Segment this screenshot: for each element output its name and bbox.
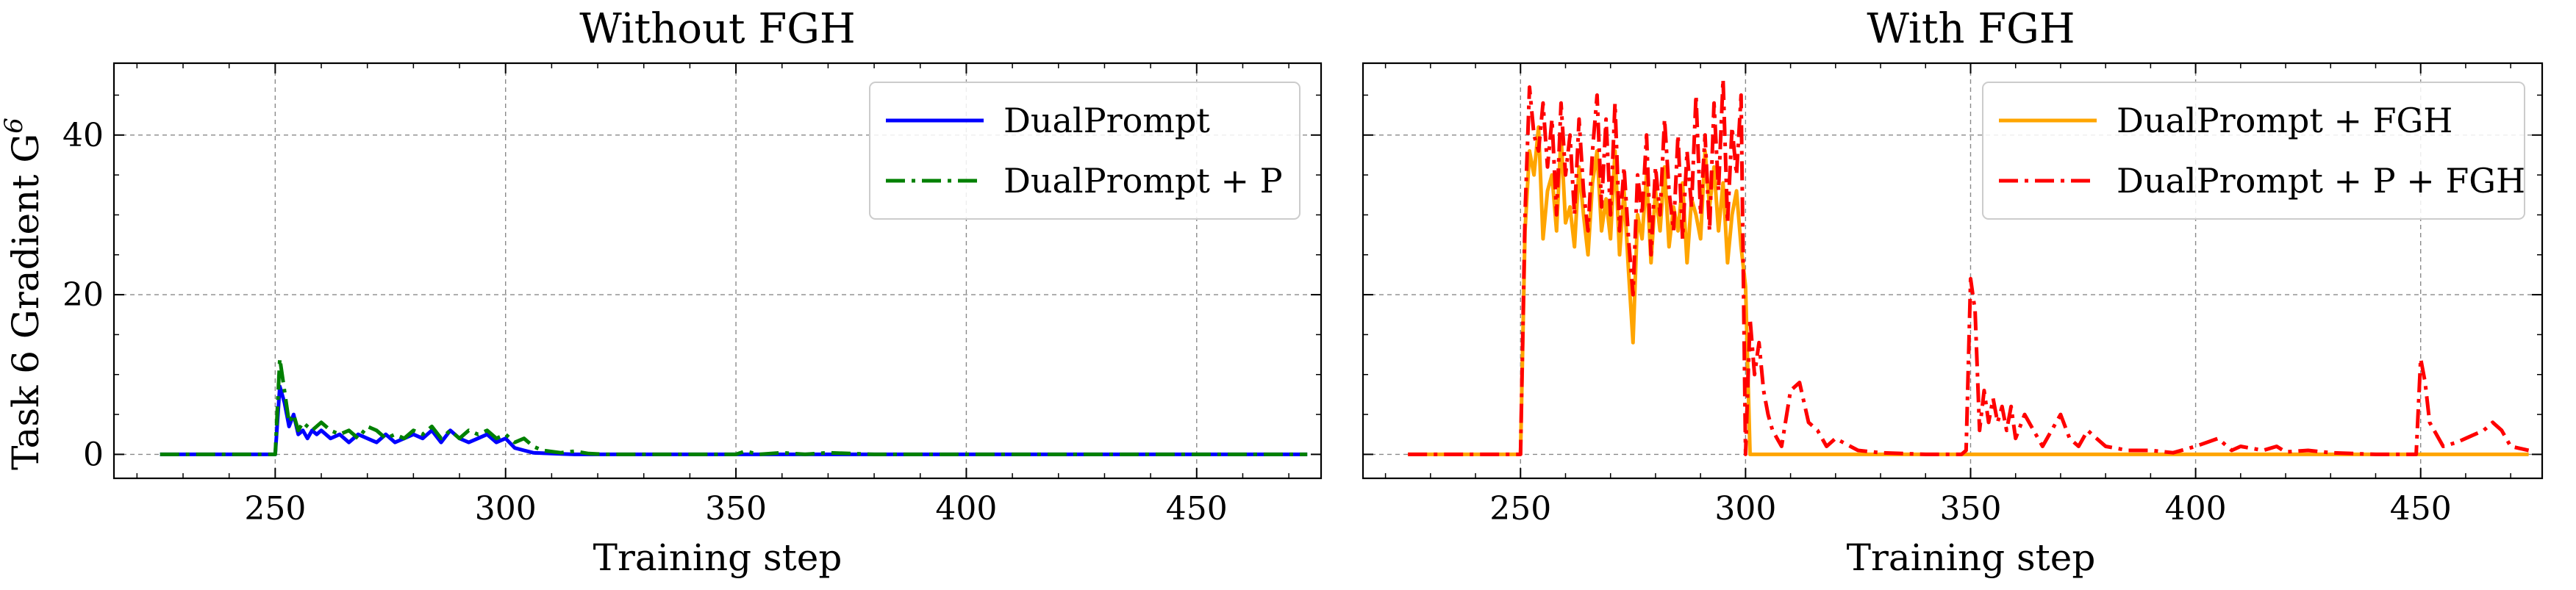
series-line-dualprompt: [160, 384, 1308, 456]
x-tick-label: 400: [2165, 490, 2227, 528]
legend-left: DualPrompt DualPrompt + P: [869, 82, 1300, 220]
panel-without-fgh: Without FGH 250 300 350 400 450 0 20 40 Trainin…: [62, 5, 1323, 579]
x-axis-label-left: Training step: [593, 536, 842, 579]
ticks-left: 250 300 350 400 450 0 20 40: [62, 63, 1321, 528]
ticks-right: 250 300 350 400 450: [1363, 63, 2542, 528]
x-tick-label: 400: [935, 490, 997, 528]
plot-frame-left: [112, 62, 1323, 480]
x-tick-label: 250: [244, 490, 306, 528]
x-tick-label: 450: [1166, 490, 1228, 528]
y-axis-label: Task 6 Gradient G6: [0, 118, 47, 470]
x-axis-label-right: Training step: [1847, 536, 2096, 579]
x-tick-label: 450: [2390, 490, 2452, 528]
legend-label: DualPrompt: [1003, 101, 1210, 140]
series-line-dualprompt-p-fgh: [1408, 77, 2530, 456]
panel-title-left: Without FGH: [579, 5, 856, 53]
series-line-dualprompt-p: [160, 356, 1308, 456]
series-line-dualprompt-fgh: [1408, 125, 2529, 456]
y-tick-label: 0: [83, 436, 104, 473]
legend-box: [1982, 82, 2525, 220]
plot-frame-right: [1362, 62, 2544, 480]
x-tick-label: 350: [705, 490, 767, 528]
x-tick-label: 350: [1939, 490, 2001, 528]
panel-with-fgh: With FGH 250 300 350 400 450 Training step D…: [1362, 5, 2544, 579]
x-tick-label: 250: [1489, 490, 1551, 528]
series-left: [160, 356, 1308, 456]
y-tick-label: 40: [62, 117, 104, 154]
legend-box: [869, 82, 1300, 220]
panel-title-right: With FGH: [1867, 5, 2075, 53]
legend-label: DualPrompt + P + FGH: [2117, 161, 2525, 201]
legend-right: DualPrompt + FGH DualPrompt + P + FGH: [1982, 82, 2525, 220]
x-tick-label: 300: [475, 490, 537, 528]
x-tick-label: 300: [1714, 490, 1776, 528]
legend-label: DualPrompt + FGH: [2117, 101, 2452, 140]
legend-label: DualPrompt + P: [1003, 161, 1283, 201]
y-tick-label: 20: [62, 276, 104, 314]
series-right: [1408, 77, 2530, 456]
